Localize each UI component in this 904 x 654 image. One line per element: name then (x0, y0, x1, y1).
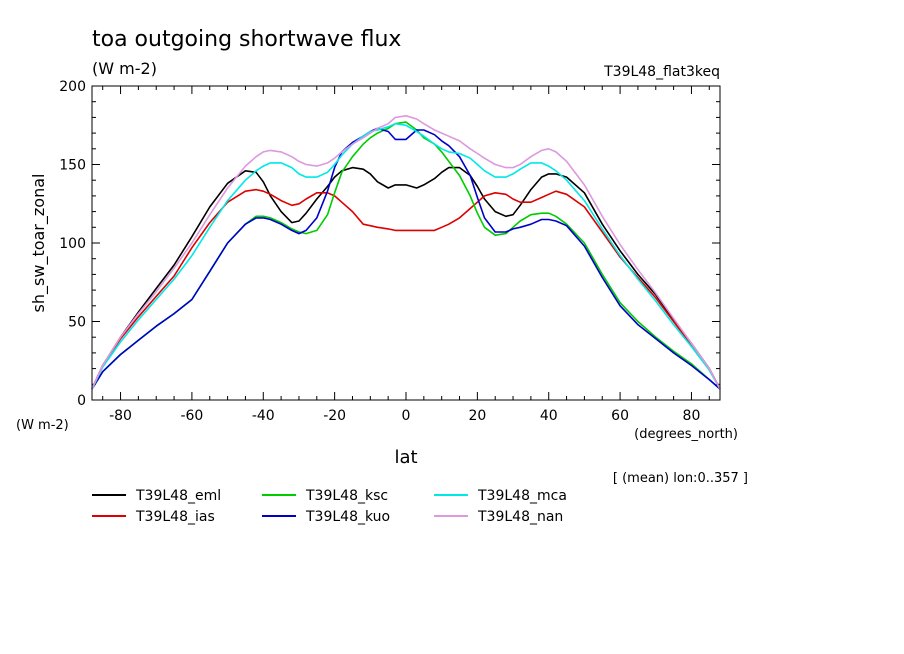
x-tick-label: -20 (323, 408, 346, 424)
legend-label: T39L48_mca (477, 488, 567, 504)
y-tick-label: 50 (68, 315, 86, 331)
legend-label: T39L48_kuo (305, 509, 390, 525)
x-tick-label: 20 (468, 408, 486, 424)
x-tick-label: -60 (180, 408, 203, 424)
legend-label: T39L48_eml (135, 488, 221, 504)
series-line-T39L48_nan (91, 115, 721, 390)
legend-label: T39L48_ias (135, 509, 215, 525)
series-lines (91, 115, 721, 390)
series-line-T39L48_ias (91, 188, 721, 390)
x-axis-units: (degrees_north) (634, 427, 738, 442)
plot-frame (91, 85, 721, 401)
legend-label: T39L48_nan (477, 509, 563, 525)
y-axis-units: (W m-2) (16, 418, 69, 433)
run-label: T39L48_flat3keq (603, 64, 720, 80)
y-tick-label: 0 (77, 393, 86, 409)
chart-title: toa outgoing shortwave flux (92, 27, 401, 52)
x-tick-label: 0 (402, 408, 411, 424)
legend-label: T39L48_ksc (305, 488, 388, 504)
footnote: [ (mean) lon:0..357 ] (613, 471, 748, 486)
x-tick-label: 80 (683, 408, 701, 424)
x-tick-label: 60 (611, 408, 629, 424)
tick-labels: -80 -60 -40 -20 0 20 40 60 80 0 50 100 150 200 (59, 79, 700, 424)
x-tick-label: -40 (252, 408, 275, 424)
y-tick-label: 100 (59, 236, 86, 252)
series-line-T39L48_kuo (91, 127, 721, 390)
y-axis-label: sh_sw_toar_zonal (29, 174, 49, 313)
x-tick-label: -80 (109, 408, 132, 424)
axis-ticks (92, 85, 720, 401)
x-axis-label: lat (394, 447, 417, 468)
chart-subtitle: (W m-2) (92, 59, 157, 78)
y-tick-label: 150 (59, 158, 86, 174)
legend: T39L48_eml T39L48_ias T39L48_ksc T39L48_kuo… (92, 488, 567, 525)
y-tick-label: 200 (59, 79, 86, 95)
x-tick-label: 40 (540, 408, 558, 424)
series-line-T39L48_mca (91, 122, 721, 390)
series-line-T39L48_eml (91, 166, 721, 390)
